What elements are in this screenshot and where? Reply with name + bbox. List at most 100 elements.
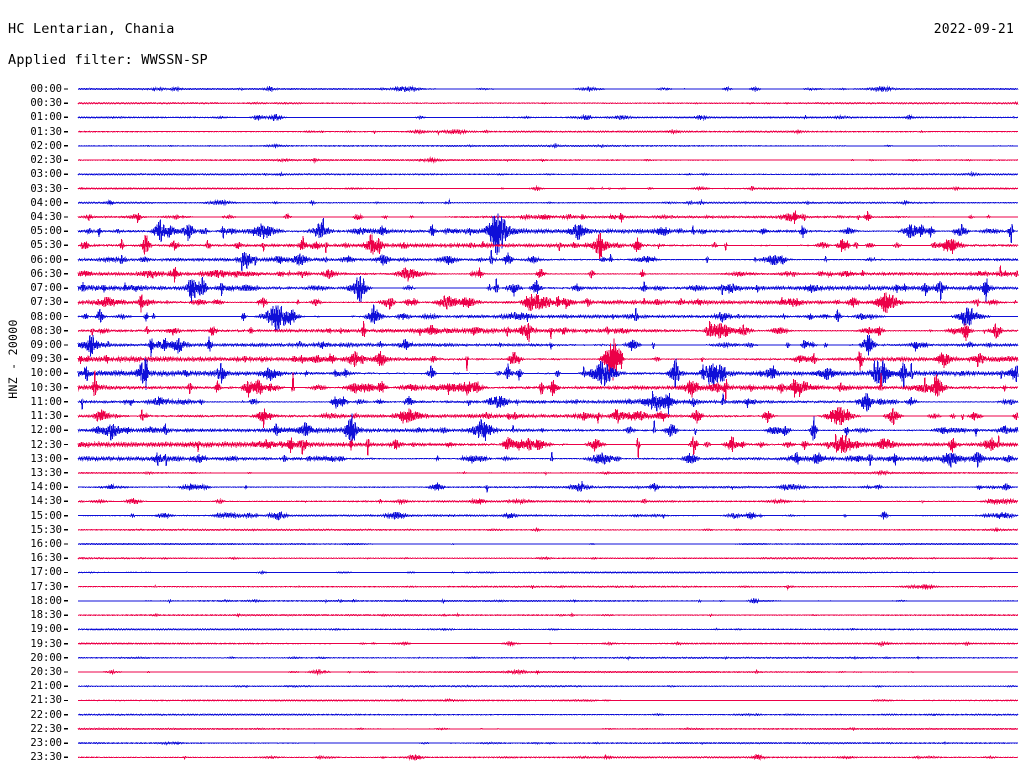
time-label: 23:30 xyxy=(30,751,62,764)
time-label: 05:30 xyxy=(30,239,62,252)
trace-line xyxy=(77,357,1019,390)
trace-line xyxy=(77,740,1019,746)
trace-line xyxy=(77,511,1019,521)
time-label: 10:00 xyxy=(30,367,62,380)
time-label: 17:00 xyxy=(30,566,62,579)
trace-line xyxy=(77,726,1019,732)
time-label: 02:30 xyxy=(30,154,62,167)
trace-line xyxy=(77,198,1019,207)
time-label: 03:30 xyxy=(30,182,62,195)
time-label: 11:30 xyxy=(30,410,62,423)
trace-line xyxy=(77,612,1019,619)
trace-line xyxy=(77,712,1019,717)
trace-line xyxy=(77,668,1019,676)
trace-line xyxy=(77,391,1019,415)
time-label: 23:00 xyxy=(30,737,62,750)
time-label: 04:00 xyxy=(30,196,62,209)
trace-line xyxy=(77,627,1019,632)
trace-line xyxy=(77,275,1019,303)
time-label: 07:00 xyxy=(30,282,62,295)
time-label: 08:00 xyxy=(30,310,62,323)
time-label: 15:30 xyxy=(30,523,62,536)
trace-line xyxy=(77,213,1019,256)
time-label: 13:00 xyxy=(30,452,62,465)
trace-line xyxy=(77,171,1019,177)
time-label: 01:30 xyxy=(30,125,62,138)
time-label: 04:30 xyxy=(30,210,62,223)
trace-line xyxy=(77,334,1019,357)
trace-line xyxy=(77,113,1019,121)
trace-line xyxy=(77,338,1019,381)
trace-line xyxy=(77,481,1019,493)
trace-line xyxy=(77,232,1019,260)
trace-line xyxy=(77,434,1019,459)
time-label: 15:00 xyxy=(30,509,62,522)
time-label: 10:30 xyxy=(30,381,62,394)
time-label: 19:30 xyxy=(30,637,62,650)
trace-line xyxy=(77,526,1019,533)
applied-filter-label: Applied filter: WWSSN-SP xyxy=(8,52,208,68)
time-axis-labels: 00:00 00:30 01:00 01:30 02:00 02:30 03:00 03:30… xyxy=(0,0,62,780)
trace-line xyxy=(77,469,1019,476)
time-label: 05:00 xyxy=(30,225,62,238)
trace-line xyxy=(77,265,1019,283)
time-label: 11:00 xyxy=(30,395,62,408)
trace-line xyxy=(77,452,1019,468)
time-label: 16:30 xyxy=(30,552,62,565)
trace-line xyxy=(77,142,1019,150)
page-title: HC Lentarian, Chania xyxy=(8,21,175,37)
time-label: 22:30 xyxy=(30,722,62,735)
trace-line xyxy=(77,698,1019,703)
trace-line xyxy=(77,101,1019,106)
time-label: 19:00 xyxy=(30,623,62,636)
time-label: 06:00 xyxy=(30,253,62,266)
record-date: 2022-09-21 xyxy=(933,22,1014,37)
time-label: 09:30 xyxy=(30,353,62,366)
time-label: 22:00 xyxy=(30,708,62,721)
trace-line xyxy=(77,583,1019,591)
trace-line xyxy=(77,304,1019,331)
trace-line xyxy=(77,370,1019,401)
trace-line xyxy=(77,128,1019,136)
time-label: 07:30 xyxy=(30,296,62,309)
trace-line xyxy=(77,184,1019,192)
time-label: 03:00 xyxy=(30,168,62,181)
time-label: 06:30 xyxy=(30,267,62,280)
time-label: 17:30 xyxy=(30,580,62,593)
time-label: 21:00 xyxy=(30,680,62,693)
time-label: 09:00 xyxy=(30,338,62,351)
trace-line xyxy=(77,413,1019,445)
trace-line xyxy=(77,570,1019,575)
time-label: 00:00 xyxy=(30,83,62,95)
time-label: 02:00 xyxy=(30,139,62,152)
time-label: 16:00 xyxy=(30,538,62,551)
trace-line xyxy=(77,597,1019,605)
time-label: 20:00 xyxy=(30,651,62,664)
trace-line xyxy=(77,555,1019,561)
time-label: 01:00 xyxy=(30,111,62,124)
trace-line xyxy=(77,292,1019,314)
time-label: 21:30 xyxy=(30,694,62,707)
time-label: 14:30 xyxy=(30,495,62,508)
trace-line xyxy=(77,85,1019,93)
time-label: 12:00 xyxy=(30,424,62,437)
time-label: 00:30 xyxy=(30,97,62,110)
trace-line xyxy=(77,497,1019,506)
trace-line xyxy=(77,407,1019,428)
trace-line xyxy=(77,684,1019,689)
trace-line xyxy=(77,753,1019,761)
time-label: 20:30 xyxy=(30,666,62,679)
time-label: 13:30 xyxy=(30,466,62,479)
time-label: 12:30 xyxy=(30,438,62,451)
trace-line xyxy=(77,210,1019,224)
time-label: 18:00 xyxy=(30,594,62,607)
trace-line xyxy=(77,640,1019,648)
trace-line xyxy=(77,320,1019,342)
trace-line xyxy=(77,655,1019,661)
trace-line xyxy=(77,156,1019,164)
time-label: 14:00 xyxy=(30,481,62,494)
time-label: 08:30 xyxy=(30,324,62,337)
